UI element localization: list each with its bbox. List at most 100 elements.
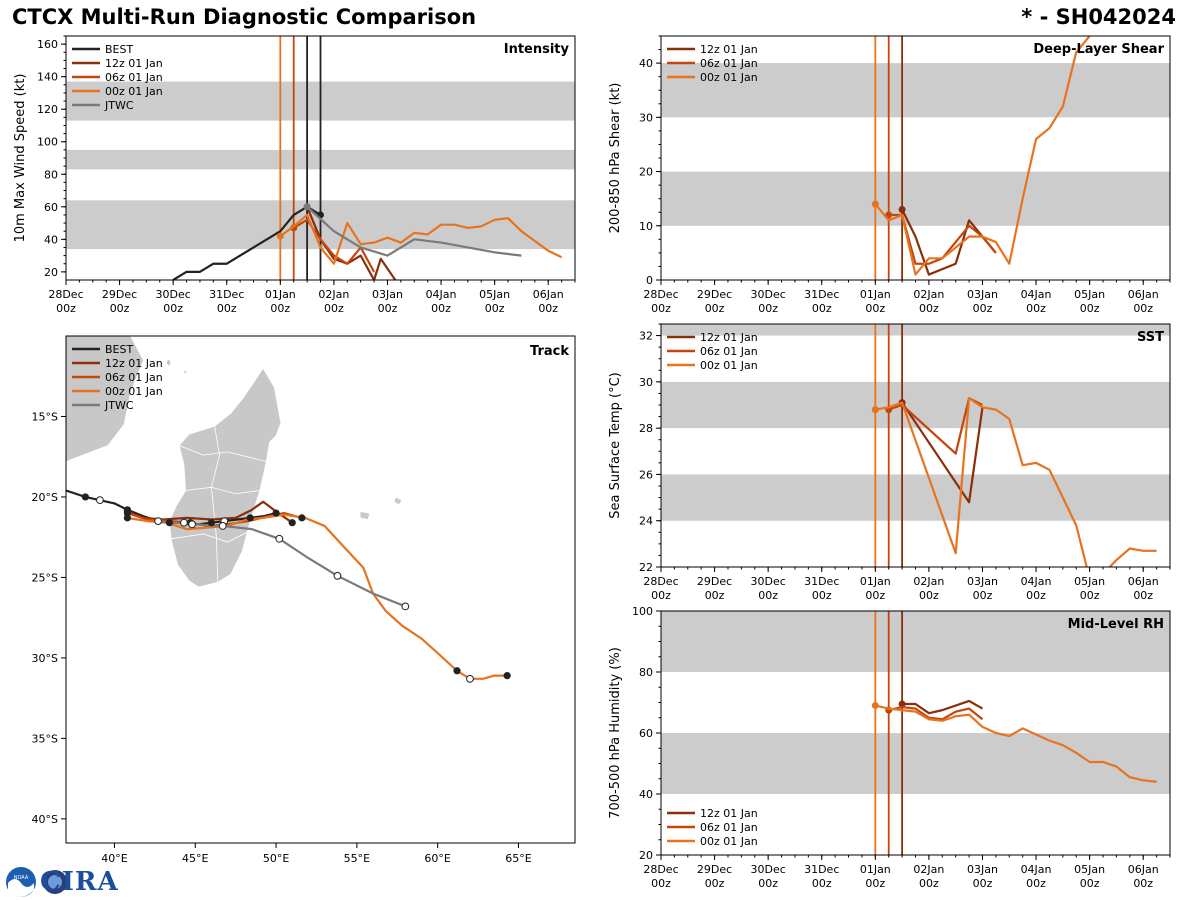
track-marker-jtwc-4 <box>275 534 284 543</box>
track-legend-label-4: JTWC <box>104 399 134 412</box>
rh-xtick-label-9: 06Jan 00z <box>1128 863 1159 890</box>
time-tick-line: 03Jan <box>967 863 998 876</box>
intensity-point-run00z-0 <box>276 232 284 240</box>
time-tick-line: 03Jan <box>372 288 403 301</box>
time-tick-line: 00z <box>812 302 832 315</box>
rh-legend-label-1: 06z 01 Jan <box>700 821 758 834</box>
track-legend-label-2: 06z 01 Jan <box>105 371 163 384</box>
time-tick-line: 00z <box>651 302 671 315</box>
intensity-xtick-label-7: 04Jan 00z <box>426 288 457 315</box>
time-tick-line: 00z <box>163 302 183 315</box>
time-tick-line: 00z <box>324 302 344 315</box>
sst-series-group <box>871 396 1157 567</box>
time-tick-line: 00z <box>110 302 130 315</box>
time-tick-line: 01Jan <box>265 288 296 301</box>
rh-xtick-label-6: 03Jan 00z <box>967 863 998 890</box>
track-point-run00z-0 <box>123 514 132 522</box>
rh-ytick-label-0: 20 <box>639 849 653 862</box>
rh-series-run12z <box>902 699 984 715</box>
sst-xtick-label-7: 04Jan 00z <box>1021 575 1052 602</box>
time-tick-line: 00z <box>919 877 939 890</box>
track-legend-label-0: BEST <box>105 343 133 356</box>
sst-ytick-label-4: 30 <box>639 376 653 389</box>
rh-ytick-label-2: 60 <box>639 727 653 740</box>
track-marker-run00z-19 <box>466 674 474 683</box>
sst-series-run12z <box>901 402 984 504</box>
rh-xtick-label-5: 02Jan 00z <box>913 863 944 890</box>
region-border-3 <box>211 426 220 583</box>
time-tick-line: 03Jan <box>967 575 998 588</box>
sst-xtick-label-0: 28Dec 00z <box>643 575 678 602</box>
shear-ytick-label-3: 30 <box>639 111 653 124</box>
track-point-run00z-18 <box>453 667 461 675</box>
time-tick-line: 00z <box>973 589 993 602</box>
rh-xtick-label-8: 05Jan 00z <box>1074 863 1105 890</box>
time-tick-line: 00z <box>1080 877 1100 890</box>
shear-ytick-label-1: 10 <box>639 220 653 233</box>
intensity-xtick-label-8: 05Jan 00z <box>479 288 510 315</box>
time-tick-line: 31Dec <box>804 863 839 876</box>
track-xtick-label-4: 60°E <box>424 852 450 865</box>
track-point-best-7 <box>165 519 174 527</box>
intensity-ytick-label-3: 80 <box>44 168 58 181</box>
sst-ytick-label-0: 22 <box>639 561 653 574</box>
shear-point-run00z-0 <box>871 200 879 208</box>
track-marker-jtwc-2 <box>218 522 227 530</box>
time-tick-line: 06Jan <box>533 288 564 301</box>
track-ytick-label-4: 35°S <box>32 732 58 745</box>
sst-band-2 <box>661 324 1170 336</box>
shear-xtick-label-7: 04Jan 00z <box>1021 288 1052 315</box>
shear-xtick-label-1: 29Dec 00z <box>697 288 732 315</box>
intensity-xtick-label-9: 06Jan 00z <box>533 288 564 315</box>
track-point-best-10 <box>207 519 216 527</box>
time-tick-line: 00z <box>56 302 76 315</box>
rh-ytick-label-4: 100 <box>632 605 653 618</box>
time-tick-line: 30Dec <box>751 288 786 301</box>
time-tick-line: 28Dec <box>643 575 678 588</box>
time-tick-line: 00z <box>1026 302 1046 315</box>
rh-ylabel: 700-500 hPa Humidity (%) <box>608 647 623 819</box>
time-tick-line: 00z <box>758 589 778 602</box>
intensity-xtick-label-3: 31Dec 00z <box>209 288 244 315</box>
time-tick-line: 00z <box>1133 589 1153 602</box>
time-tick-line: 00z <box>865 877 885 890</box>
time-tick-line: 06Jan <box>1128 863 1159 876</box>
shear-xtick-label-3: 31Dec 00z <box>804 288 839 315</box>
time-tick-line: 05Jan <box>479 288 510 301</box>
sst-xtick-label-8: 05Jan 00z <box>1074 575 1105 602</box>
rh-point-run12z-0 <box>898 700 906 708</box>
intensity-legend-label-4: JTWC <box>104 99 134 112</box>
time-tick-line: 29Dec <box>697 863 732 876</box>
sst-band-1 <box>661 381 1170 429</box>
track-xtick-label-2: 50°E <box>263 852 289 865</box>
shear-xtick-label-2: 30Dec 00z <box>751 288 786 315</box>
time-tick-line: 05Jan <box>1074 288 1105 301</box>
time-tick-line: 00z <box>270 302 290 315</box>
region-border-0 <box>185 486 260 495</box>
intensity-xtick-label-1: 29Dec 00z <box>102 288 137 315</box>
time-tick-line: 00z <box>651 589 671 602</box>
track-xtick-label-0: 40°E <box>101 852 127 865</box>
track-point-best-1 <box>81 493 89 501</box>
sst-xtick-label-6: 03Jan 00z <box>967 575 998 602</box>
sst-ytick-label-3: 28 <box>639 422 653 435</box>
intensity-xtick-label-0: 28Dec 00z <box>48 288 83 315</box>
shear-xtick-label-8: 05Jan 00z <box>1074 288 1105 315</box>
track-ytick-label-2: 25°S <box>32 571 58 584</box>
track-ytick-label-3: 30°S <box>32 652 58 665</box>
time-tick-line: 29Dec <box>697 288 732 301</box>
time-tick-line: 06Jan <box>1128 575 1159 588</box>
rh-title: Mid-Level RH <box>1068 617 1164 632</box>
track-marker-best-2 <box>96 496 104 505</box>
track-marker-jtwc-6 <box>333 571 342 580</box>
noaa-logo: NOAA <box>6 867 67 897</box>
intensity-ytick-label-2: 60 <box>44 201 58 214</box>
track-ytick-label-0: 15°S <box>32 410 58 423</box>
time-tick-line: 30Dec <box>156 288 191 301</box>
